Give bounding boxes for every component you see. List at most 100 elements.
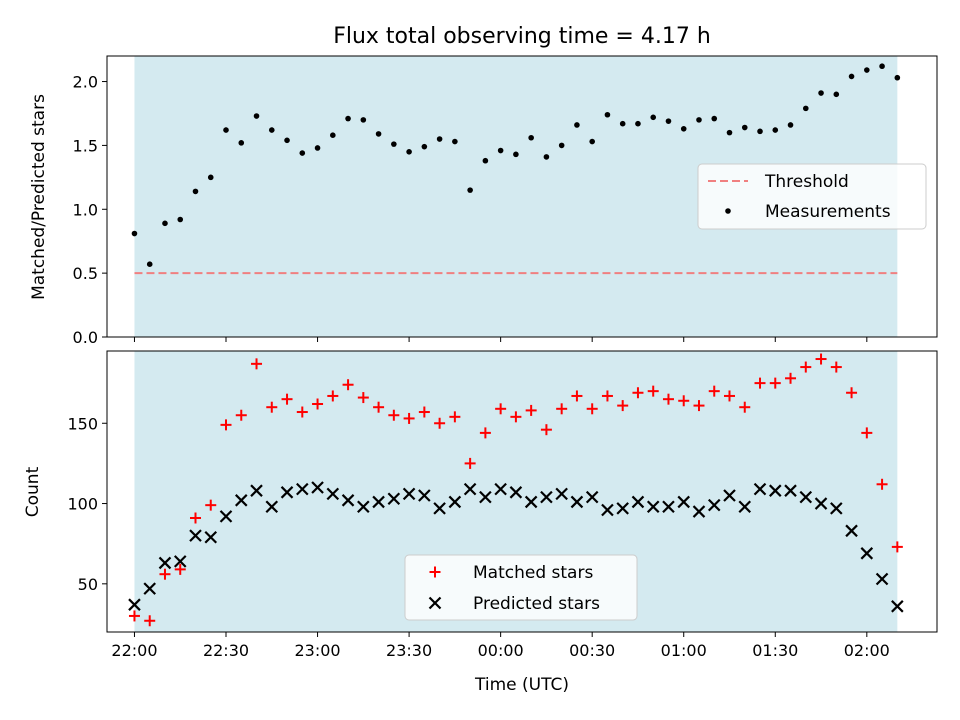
predicted-point [540,490,553,504]
matched-point [266,401,278,413]
measurement-point [558,142,565,149]
x-tick-label: 22:00 [111,641,157,660]
matched-point [220,419,232,431]
x-tick-label: 01:30 [752,641,798,660]
predicted-point [418,489,431,502]
predicted-point [402,487,416,501]
measurement-point [436,136,443,142]
measurement-point [726,129,733,136]
measurement-point [864,67,870,73]
matched-point [418,406,430,418]
matched-point [785,372,797,384]
matched-point [174,563,186,575]
matched-point [327,390,339,402]
measurement-point [604,111,611,118]
matched-series [128,353,903,627]
predicted-point [296,482,309,496]
measurement-point [314,145,321,151]
top-y-ticks: 0.0 0.5 1.0 1.5 2.0 [73,73,107,347]
measurement-point [391,141,397,147]
predicted-point [158,556,172,570]
measurement-point [238,140,245,146]
predicted-point [479,490,492,504]
x-axis-label: Time (UTC) [474,675,569,695]
measurement-point [589,138,595,145]
measurement-point [757,128,763,135]
matched-point [189,512,201,524]
matched-point [647,385,659,397]
matched-point [708,385,720,397]
predicted-point [372,495,385,509]
predicted-series [128,481,904,613]
bottom-y-axis-label: Count [23,466,43,517]
predicted-point [143,582,156,595]
predicted-point [555,487,568,501]
matched-point [510,411,522,423]
predicted-point [204,530,218,544]
measurement-point [665,118,672,124]
predicted-point [433,502,446,515]
legend-matched-label: Matched stars [473,563,593,583]
chart-title: Flux total observing time = 4.17 h [333,24,711,49]
bottom-legend: Matched stars Predicted stars [404,554,638,621]
predicted-point [646,500,660,514]
legend-matched-marker [429,566,441,578]
matched-point [388,409,400,421]
measurement-point [894,74,901,81]
predicted-point [799,490,813,504]
measurement-point [650,114,657,121]
matched-point [434,417,446,429]
legend-predicted-swatch [428,596,442,610]
measurement-point [162,220,168,227]
measurement-point [711,115,718,122]
x-tick-label: 23:00 [294,641,340,660]
y-tick-label: 100 [67,495,98,514]
predicted-point [845,524,858,538]
measurement-point [452,138,458,145]
predicted-point [875,572,889,586]
predicted-point [814,497,828,510]
legend-threshold-label: Threshold [764,172,849,192]
matched-point [479,427,491,439]
measurement-point [177,216,184,223]
measurement-point [741,124,748,131]
measurement-point [787,122,794,128]
measurement-point [879,63,885,70]
predicted-point [631,495,645,509]
top-legend: Threshold Measurements [697,163,927,230]
predicted-point [265,500,279,514]
y-tick-label: 2.0 [73,73,98,92]
predicted-point [219,510,233,523]
predicted-point [448,495,462,509]
measurement-point [772,127,779,133]
top-panel: 0.00.51.01.52.0 Matched/Predicted stars … [29,55,938,347]
predicted-point [570,495,584,509]
matched-point [342,379,354,391]
matched-point [678,395,690,407]
predicted-point [662,500,675,514]
measurement-point [146,261,153,267]
predicted-point [753,482,767,496]
matched-point [754,377,766,389]
matched-point [891,541,903,553]
matched-point [525,404,537,416]
legend-measurements-swatch [725,208,731,214]
matched-point [281,393,293,405]
x-tick-label: 00:30 [569,641,615,660]
measurement-point [345,115,351,122]
matched-point [601,390,613,402]
matched-point [449,411,461,423]
predicted-point [128,598,141,611]
predicted-point [616,502,629,515]
x-tick-label: 00:00 [478,641,524,660]
matched-point [861,427,873,439]
measurement-point [207,174,214,181]
predicted-point [784,484,797,497]
bottom-y-ticks: 50 100 150 [67,414,107,594]
predicted-point [494,482,507,496]
y-tick-label: 150 [67,414,98,433]
matched-point [540,424,552,436]
matched-point [159,568,171,580]
predicted-point [830,502,843,515]
measurement-point [360,117,367,123]
